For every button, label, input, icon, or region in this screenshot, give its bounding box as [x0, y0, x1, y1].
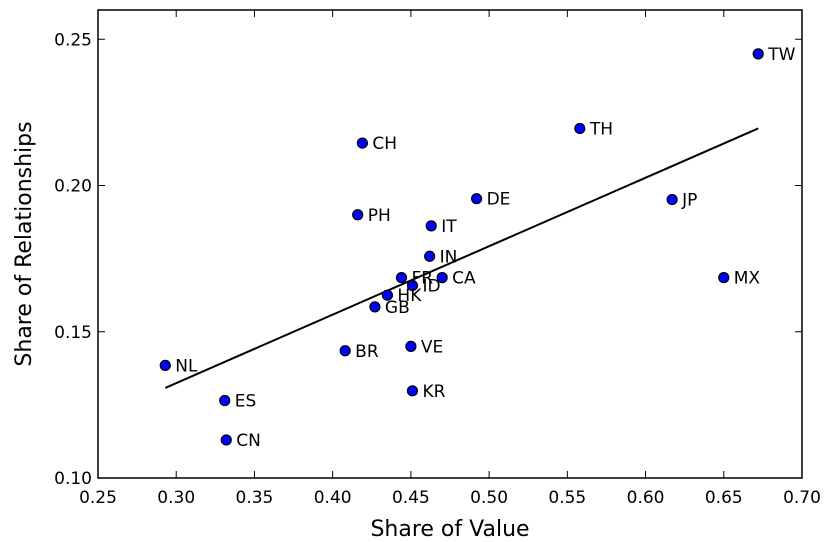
- data-point-th: [574, 122, 586, 135]
- point-label-ph: PH: [368, 206, 391, 226]
- data-point-gb: [369, 301, 381, 313]
- y-tick-label: 0.10: [54, 469, 92, 489]
- point-label-id: ID: [422, 277, 440, 297]
- axis-ticks-layer: 0.25 0.30 0.35 0.40 0.45 0.50 0.55 0.60 0.65 0.70…: [54, 10, 821, 508]
- point-label-ch: CH: [372, 134, 397, 154]
- data-point-jp: [666, 193, 678, 206]
- data-point-br: [339, 345, 351, 357]
- x-tick-label: 0.35: [236, 488, 274, 508]
- data-point-ve: [405, 340, 417, 352]
- y-tick-label: 0.20: [54, 177, 92, 197]
- point-label-es: ES: [235, 391, 257, 411]
- point-label-cn: CN: [236, 431, 261, 451]
- y-tick-label: 0.25: [54, 30, 92, 50]
- x-tick-label: 0.50: [470, 488, 508, 508]
- data-point-ch: [356, 137, 368, 149]
- point-label-th: TH: [589, 119, 613, 139]
- data-point-tw: [752, 48, 764, 60]
- data-point-cn: [220, 434, 232, 446]
- data-point-ca: [436, 272, 448, 284]
- point-label-jp: JP: [681, 191, 697, 211]
- data-point-id: [406, 279, 419, 292]
- x-tick-label: 0.40: [314, 488, 352, 508]
- x-tick-label: 0.45: [392, 488, 430, 508]
- data-point-ph: [352, 209, 364, 221]
- data-point-it: [425, 220, 437, 232]
- point-label-tw: TW: [767, 45, 795, 65]
- point-label-nl: NL: [175, 356, 198, 376]
- x-axis-label: Share of Value: [370, 517, 529, 542]
- point-label-kr: KR: [422, 382, 445, 402]
- data-point-fr: [395, 272, 408, 284]
- point-label-mx: MX: [734, 269, 761, 289]
- point-label-hk: HK: [397, 286, 422, 306]
- point-label-ca: CA: [452, 269, 476, 289]
- x-tick-label: 0.25: [79, 488, 117, 508]
- data-point-in: [424, 250, 436, 262]
- plot-area-frame: [97, 9, 803, 479]
- point-label-br: BR: [355, 342, 379, 362]
- data-point-hk: [381, 289, 394, 301]
- data-point-nl: [159, 359, 171, 371]
- x-tick-label: 0.60: [627, 488, 665, 508]
- data-point-de: [470, 193, 483, 205]
- x-tick-label: 0.30: [157, 488, 195, 508]
- trendline-layer: [164, 127, 759, 389]
- x-tick-label: 0.55: [548, 488, 586, 508]
- data-point-kr: [406, 385, 419, 397]
- data-point-es: [219, 394, 231, 407]
- x-tick-label: 0.70: [783, 488, 821, 508]
- point-label-fr: FR: [412, 269, 434, 289]
- points-layer: [159, 48, 764, 446]
- data-point-mx: [718, 272, 730, 284]
- point-label-in: IN: [440, 247, 458, 267]
- point-label-ve: VE: [421, 337, 443, 357]
- y-axis-label: Share of Relationships: [12, 121, 37, 366]
- point-label-gb: GB: [385, 298, 410, 318]
- x-tick-label: 0.65: [705, 488, 743, 508]
- point-label-de: DE: [487, 190, 511, 210]
- y-tick-label: 0.15: [54, 323, 92, 343]
- point-label-it: IT: [441, 217, 457, 237]
- trendline: [164, 127, 759, 389]
